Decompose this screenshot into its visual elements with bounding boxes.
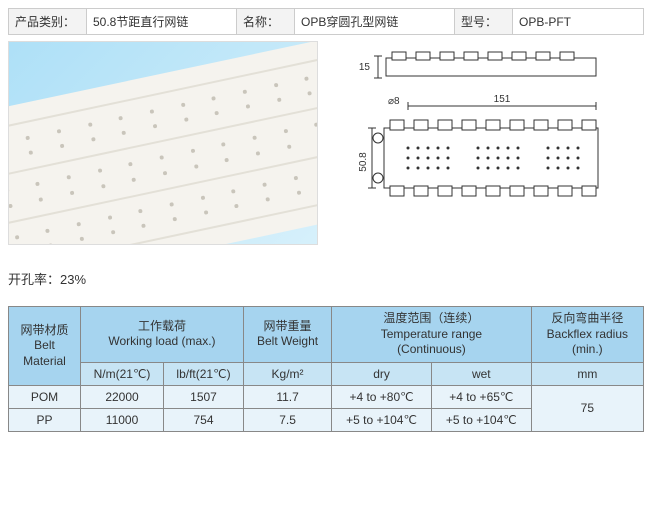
cell-kgm2: 11.7 [243,385,331,408]
cell-material: POM [9,385,81,408]
category-value: 50.8节距直行网链 [87,9,237,34]
sub-mm: mm [531,362,643,385]
sub-lbft: lb/ft(21℃) [164,362,244,385]
sub-dry: dry [332,362,432,385]
hdr-temp: 温度范围（连续） Temperature range (Continuous) [332,307,532,363]
open-rate-text: 开孔率：23% [8,269,662,288]
cell-dry: +5 to +104℃ [332,408,432,431]
spec-table: 网带材质 Belt Material 工作载荷 Working load (ma… [8,306,644,432]
model-label: 型号： [455,9,513,34]
cell-wet: +4 to +65℃ [431,385,531,408]
sub-kgm2: Kg/m² [243,362,331,385]
cell-wet: +5 to +104℃ [431,408,531,431]
cell-dry: +4 to +80℃ [332,385,432,408]
dimension-diagram: 15 151 ⌀8 50.8 [328,41,628,245]
name-value: OPB穿圆孔型网链 [295,9,455,34]
cell-nm: 11000 [81,408,164,431]
cell-backflex: 75 [531,385,643,431]
dim-height: 50.8 [358,152,369,172]
cell-material: PP [9,408,81,431]
name-label: 名称： [237,9,295,34]
product-visual-area: 15 151 ⌀8 50.8 [8,41,662,245]
hdr-backflex: 反向弯曲半径 Backflex radius (min.) [531,307,643,363]
dim-diameter: ⌀8 [388,96,400,107]
dim-width: 151 [494,94,511,105]
hdr-load: 工作载荷 Working load (max.) [81,307,244,363]
table-row: POM 22000 1507 11.7 +4 to +80℃ +4 to +65… [9,385,644,408]
cell-kgm2: 7.5 [243,408,331,431]
category-label: 产品类别： [9,9,87,34]
model-value: OPB-PFT [513,9,643,34]
cell-lbft: 754 [164,408,244,431]
dim-top-height: 15 [359,62,371,73]
sub-wet: wet [431,362,531,385]
tech-drawing-svg: 15 151 ⌀8 50.8 [338,48,618,238]
cell-nm: 22000 [81,385,164,408]
product-photo [8,41,318,245]
hdr-material: 网带材质 Belt Material [9,307,81,386]
hdr-weight: 网带重量 Belt Weight [243,307,331,363]
cell-lbft: 1507 [164,385,244,408]
product-info-bar: 产品类别： 50.8节距直行网链 名称： OPB穿圆孔型网链 型号： OPB-P… [8,8,644,35]
sub-nm: N/m(21℃) [81,362,164,385]
